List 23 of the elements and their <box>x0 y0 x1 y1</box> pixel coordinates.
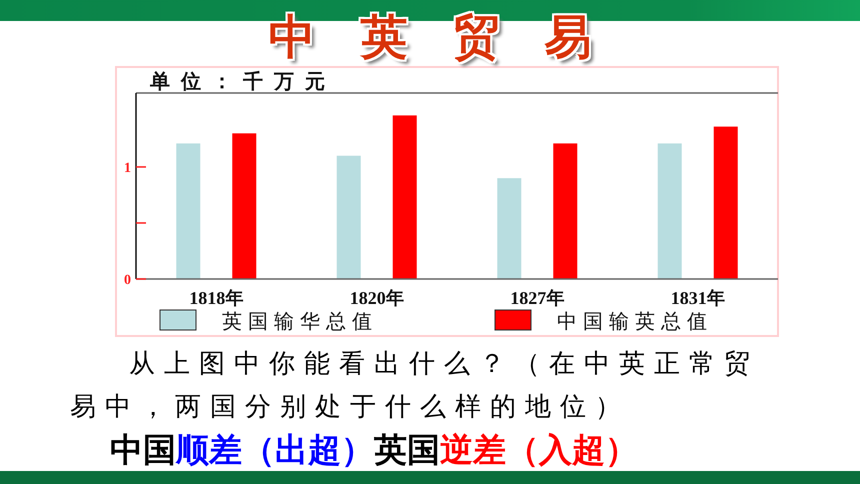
bar <box>553 143 578 279</box>
legend-label: 英国输华总值 <box>222 311 378 333</box>
x-tick-label: 1820年 <box>350 288 404 308</box>
text: 逆差（入超） <box>440 431 638 468</box>
text: 顺差（出超） <box>176 431 374 468</box>
y-tick-label: 1 <box>124 160 131 176</box>
x-tick-label: 1831年 <box>670 288 725 308</box>
text: 从上图中你能看出什么？（在中英正常贸易中，两国分别处于什么样的地位） <box>70 348 760 423</box>
bar <box>176 143 200 279</box>
x-tick-label: 1818年 <box>189 288 244 308</box>
y-axis-title: 单位：千万元 <box>149 70 336 93</box>
bar <box>336 156 361 279</box>
bar <box>714 126 738 279</box>
y-tick-label: 0 <box>124 273 131 288</box>
legend-label: 中国输英总值 <box>557 311 713 333</box>
bar <box>232 133 256 279</box>
x-tick-label: 1827年 <box>510 288 564 308</box>
text: 英国 <box>374 431 440 468</box>
bar <box>497 178 522 279</box>
bar <box>658 143 682 279</box>
bar <box>392 115 417 279</box>
text: 中国 <box>110 431 176 468</box>
chart-title: 中英贸易 <box>268 9 638 65</box>
